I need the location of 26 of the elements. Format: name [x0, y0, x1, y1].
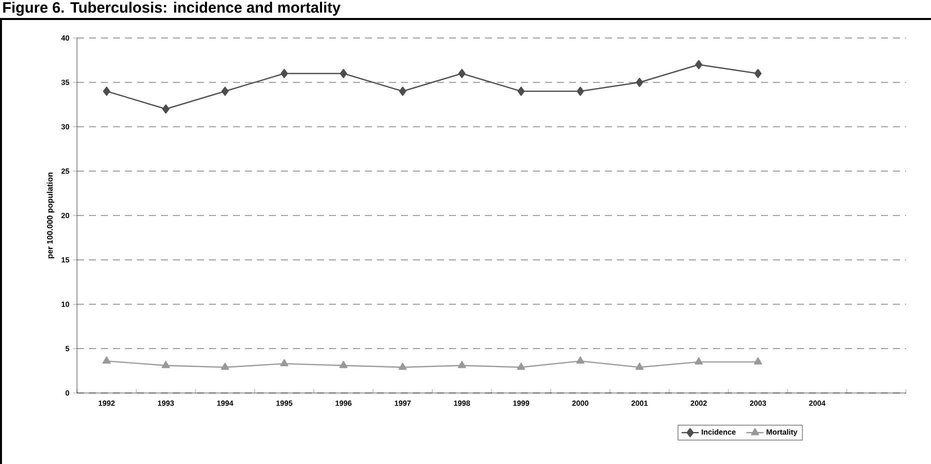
- point: [695, 60, 702, 70]
- point: [694, 357, 703, 365]
- point: [162, 360, 170, 368]
- point: [103, 86, 110, 96]
- point: [576, 356, 584, 364]
- point: [754, 357, 762, 365]
- point: [340, 68, 348, 78]
- point: [399, 86, 406, 96]
- point: [576, 86, 584, 96]
- point: [518, 86, 525, 96]
- point: [280, 359, 288, 366]
- point: [102, 356, 111, 364]
- point: [458, 68, 466, 78]
- point: [635, 362, 644, 370]
- point: [339, 360, 348, 368]
- point: [398, 362, 407, 370]
- point: [220, 362, 230, 370]
- point: [221, 86, 229, 96]
- point: [162, 104, 170, 114]
- point: [517, 362, 526, 370]
- point: [754, 68, 762, 78]
- point: [636, 78, 644, 87]
- chart-title: Figure 6. Tuberculosis: incidence and mortality: [3, 2, 341, 16]
- y-axis-title: per 100.000 population: [46, 172, 54, 258]
- point: [458, 360, 466, 368]
- point: [280, 68, 288, 78]
